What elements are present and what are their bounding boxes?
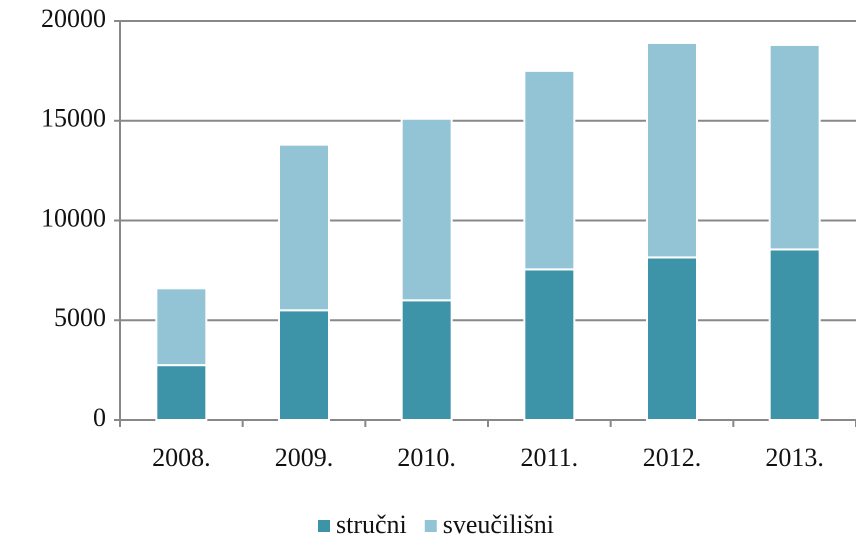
legend-swatch [318,520,330,532]
x-tick-label: 2012. [643,443,702,472]
bar-segment [278,143,330,312]
bar-segment [155,287,208,367]
legend-swatch [424,520,437,532]
bar-segment [523,268,576,421]
x-tick-label: 2008. [152,443,211,472]
x-tick-label: 2009. [275,443,334,472]
bar-segment [400,299,453,421]
x-tick-label: 2011. [521,443,579,472]
y-tick-label: 20000 [41,4,106,33]
bar-segment [768,43,821,251]
y-tick-label: 10000 [41,203,106,232]
y-tick-label: 0 [93,403,106,432]
bar-segment [523,69,576,271]
y-tick-label: 15000 [41,104,106,133]
y-tick-label: 5000 [54,303,106,332]
x-tick-label: 2013. [765,443,824,472]
bar-segment [278,309,330,421]
bar-segment [155,364,208,422]
x-tick-label: 2010. [397,443,456,472]
bar-segment [400,117,453,302]
legend-label: stručni [336,510,407,539]
legend-label: sveučilišni [443,510,554,539]
bar-segment [646,256,698,421]
bar-segment [646,41,698,259]
bar-segment [768,248,821,421]
